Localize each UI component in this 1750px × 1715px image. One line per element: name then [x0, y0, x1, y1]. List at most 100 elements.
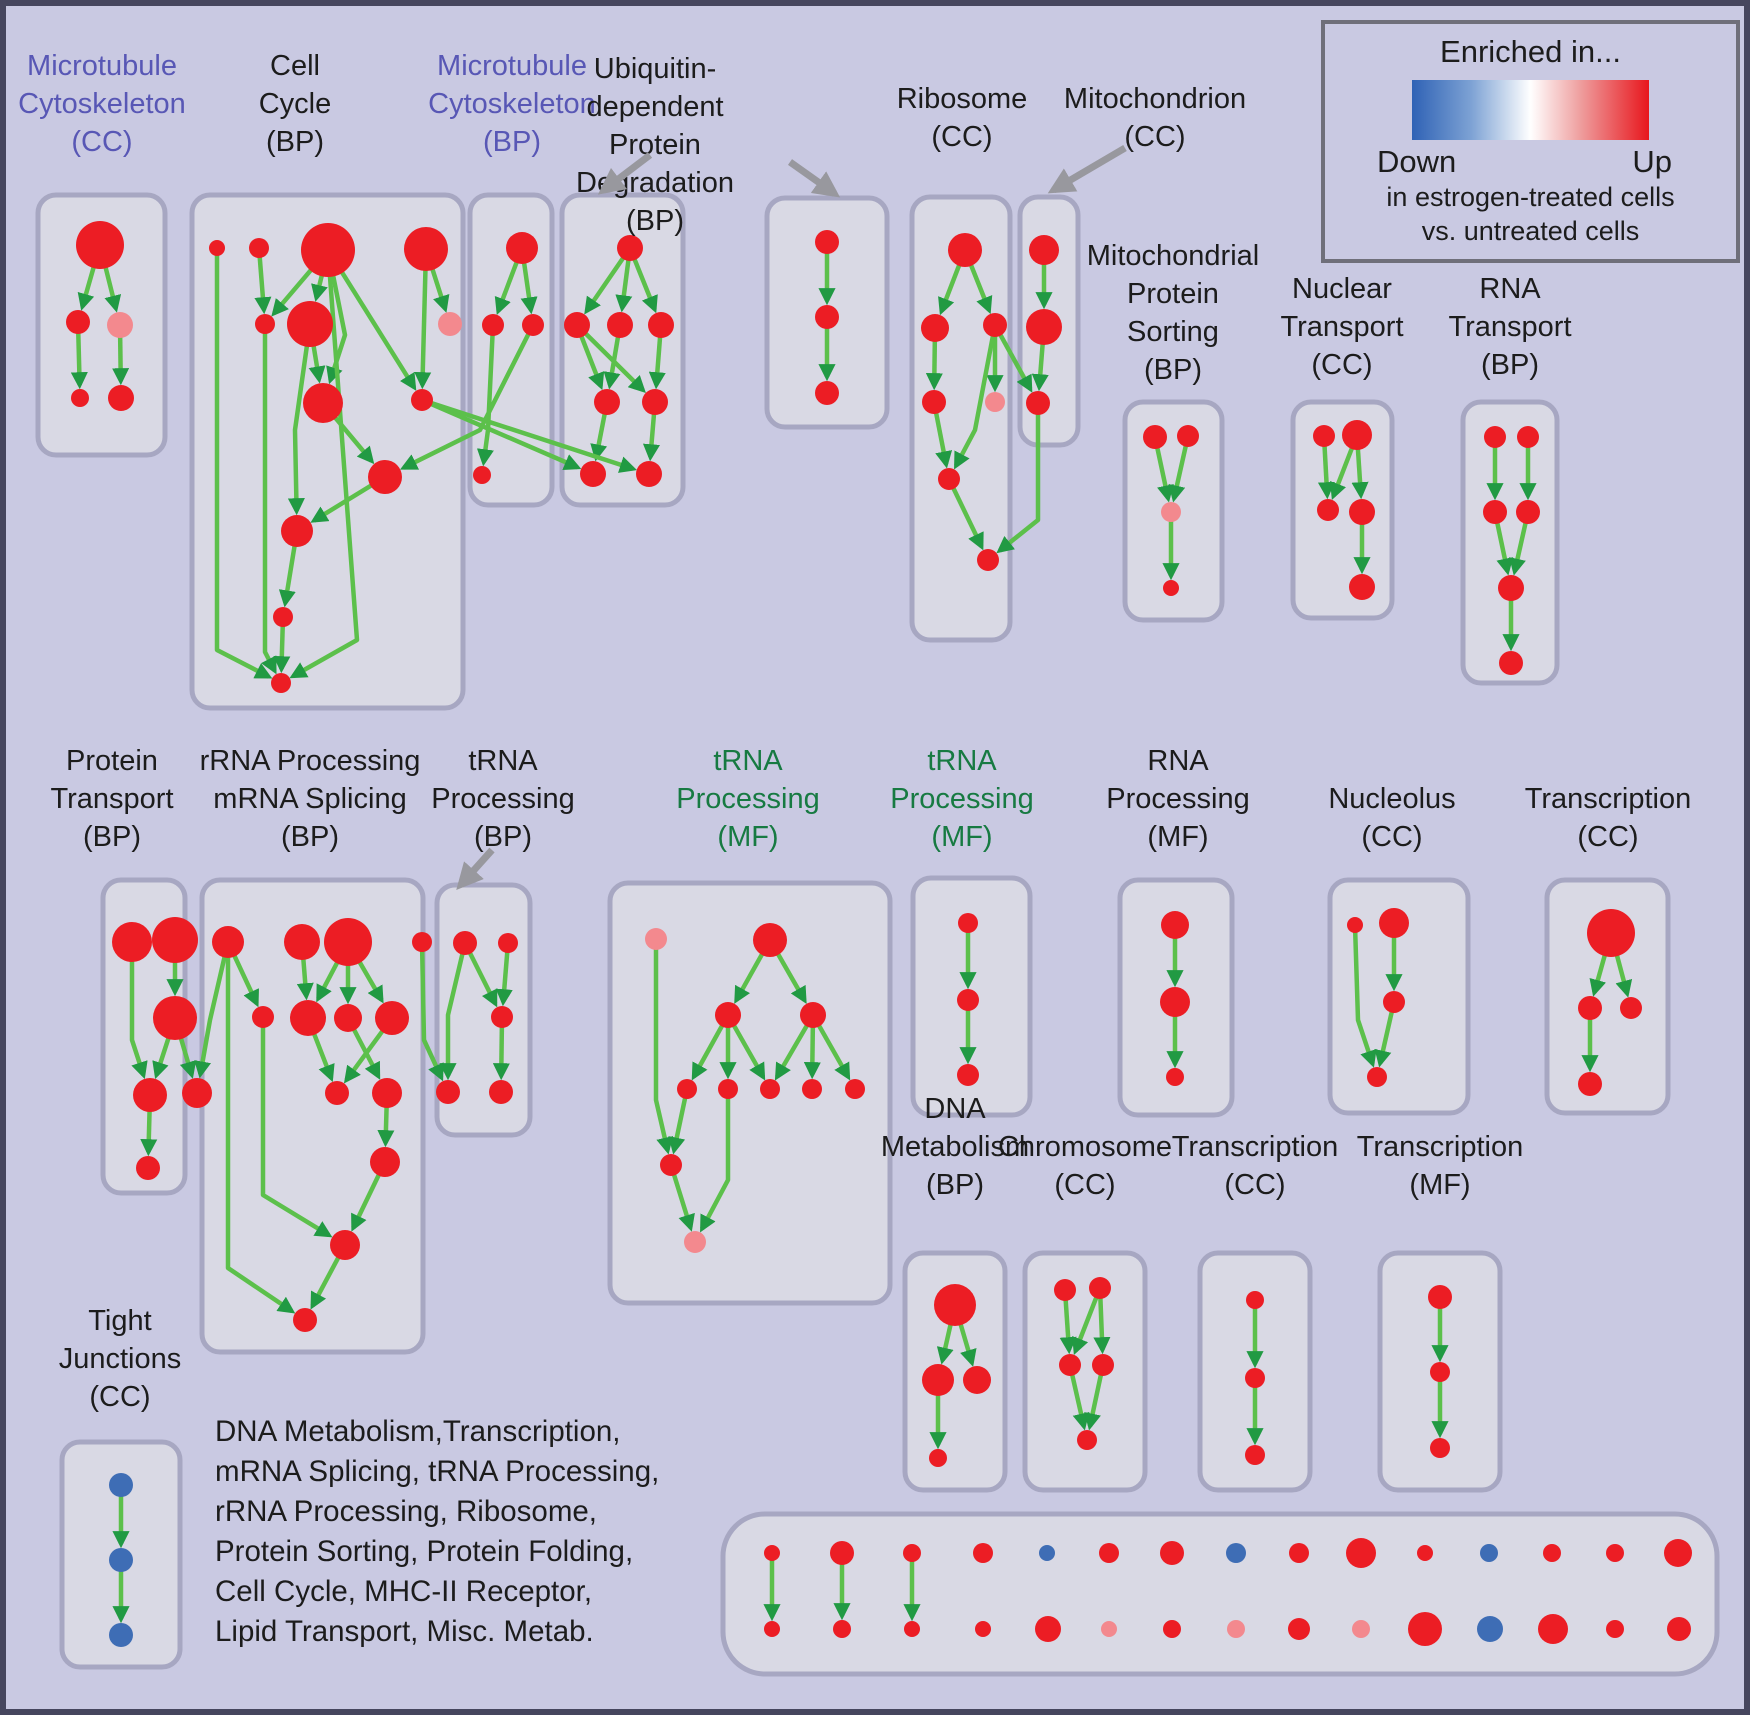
go-term-node	[436, 1080, 460, 1104]
go-term-node	[66, 310, 90, 334]
go-term-node	[284, 924, 320, 960]
go-term-node	[1620, 997, 1642, 1019]
go-term-node	[934, 1284, 976, 1326]
cluster-label-rrna-processing-mrna-splicing-bp: (BP)	[281, 821, 339, 853]
edge	[129, 942, 148, 1080]
cluster-label-ribosome-cc: (CC)	[931, 121, 992, 153]
cluster-label-rrna-processing-mrna-splicing-bp: rRNA Processing	[200, 745, 421, 777]
cluster-label-rna-processing-mf: RNA	[1147, 745, 1209, 777]
cluster-label-transcription-cc-bottom: Transcription	[1172, 1131, 1339, 1163]
go-term-node	[1664, 1539, 1692, 1567]
legend-box: Enriched in... Down Up in estrogen-treat…	[1321, 20, 1740, 263]
go-term-node	[1430, 1438, 1450, 1458]
go-term-node	[1408, 1612, 1442, 1646]
edge	[946, 478, 984, 551]
legend-scale: Down Up	[1325, 140, 1736, 180]
go-term-node	[109, 1473, 133, 1497]
cluster-label-microtubule-cytoskeleton-cc: Cytoskeleton	[18, 88, 186, 120]
go-term-node	[1163, 1620, 1181, 1638]
go-term-node	[963, 1366, 991, 1394]
go-term-node	[1054, 1279, 1076, 1301]
misc-text-line: Protein Sorting, Protein Folding,	[215, 1535, 634, 1568]
go-term-node	[938, 468, 960, 490]
misc-text-line: Lipid Transport, Misc. Metab.	[215, 1615, 594, 1648]
cluster-label-trna-processing-bp: (BP)	[474, 821, 532, 853]
go-term-node	[1101, 1621, 1117, 1637]
pointer-arrow	[597, 152, 653, 195]
cluster-label-cell-cycle-bp: (BP)	[266, 126, 324, 158]
cluster-label-microtubule-cytoskeleton-cc: (CC)	[71, 126, 132, 158]
cluster-label-protein-transport-bp: Transport	[50, 783, 173, 815]
go-term-node	[324, 918, 372, 966]
go-term-node	[1161, 911, 1189, 939]
go-term-node	[1077, 1430, 1097, 1450]
go-term-node	[1039, 1545, 1055, 1561]
cluster-label-nucleolus-cc: (CC)	[1361, 821, 1422, 853]
go-term-node	[71, 389, 89, 407]
go-term-node	[594, 389, 620, 415]
go-term-node	[1428, 1285, 1452, 1309]
go-term-node	[957, 1064, 979, 1086]
legend-title: Enriched in...	[1440, 34, 1621, 69]
go-term-node	[255, 314, 275, 334]
go-term-node	[293, 1308, 317, 1332]
cluster-label-trna-processing-mf-large: Processing	[676, 783, 819, 815]
go-term-node	[617, 235, 643, 261]
cluster-label-ubiquitin-dependent-protein-degradation-bp: Degradation	[576, 167, 734, 199]
go-term-node	[753, 923, 787, 957]
go-term-node	[660, 1154, 682, 1176]
go-term-node	[802, 1079, 822, 1099]
go-term-node	[642, 389, 668, 415]
cross-edge	[993, 323, 1033, 393]
cluster-label-rna-transport-bp: (BP)	[1481, 349, 1539, 381]
go-term-node	[303, 383, 343, 423]
go-term-node	[1578, 1072, 1602, 1096]
go-term-node	[922, 1364, 954, 1396]
cluster-box-misc-wide-cluster	[720, 1511, 1720, 1677]
go-term-node	[1317, 499, 1339, 521]
cluster-label-protein-transport-bp: (BP)	[83, 821, 141, 853]
misc-text-line: rRNA Processing, Ribosome,	[215, 1495, 598, 1528]
go-term-node	[453, 931, 477, 955]
go-term-node	[977, 549, 999, 571]
labels: Microtubule Cytoskeleton (CC) Cell Cycle (BP)…	[18, 50, 1691, 1413]
go-term-node	[833, 1620, 851, 1638]
go-term-node	[498, 933, 518, 953]
cluster-label-microtubule-cytoskeleton-bp: Cytoskeleton	[428, 88, 596, 120]
go-term-node	[375, 1001, 409, 1035]
misc-text-line: DNA Metabolism,Transcription,	[215, 1415, 621, 1448]
go-term-node	[482, 314, 504, 336]
go-term-node	[133, 1078, 167, 1112]
go-term-node	[1166, 1068, 1184, 1086]
go-term-node	[1499, 651, 1523, 675]
cluster-label-rrna-processing-mrna-splicing-bp: mRNA Splicing	[213, 783, 406, 815]
legend-gradient-bar	[1412, 80, 1649, 140]
go-term-node	[473, 466, 491, 484]
go-term-node	[715, 1002, 741, 1028]
edge	[326, 248, 417, 391]
edge	[254, 247, 272, 315]
go-term-node	[1347, 917, 1363, 933]
cross-edge	[421, 397, 582, 471]
go-term-node	[1026, 309, 1062, 345]
go-term-node	[1538, 1614, 1568, 1644]
cluster-box-chromosome-cc	[1022, 1250, 1148, 1493]
cluster-label-nucleolus-cc: Nucleolus	[1328, 783, 1455, 815]
go-term-node	[929, 1449, 947, 1467]
go-term-node	[1484, 426, 1506, 448]
go-term-node	[1246, 1291, 1264, 1309]
cluster-label-mitochondrion-cc: (CC)	[1124, 121, 1185, 153]
cluster-label-dna-metabolism-bp: DNA	[924, 1093, 986, 1125]
cluster-label-trna-processing-mf-small: Processing	[890, 783, 1033, 815]
go-term-node	[1161, 502, 1181, 522]
go-term-node	[489, 1080, 513, 1104]
go-term-node	[1099, 1543, 1119, 1563]
go-term-node	[281, 515, 313, 547]
edge	[1352, 924, 1377, 1068]
go-term-node	[136, 1156, 160, 1180]
go-term-node	[1606, 1544, 1624, 1562]
go-term-node	[1606, 1620, 1624, 1638]
go-term-node	[506, 232, 538, 264]
go-term-node	[764, 1545, 780, 1561]
